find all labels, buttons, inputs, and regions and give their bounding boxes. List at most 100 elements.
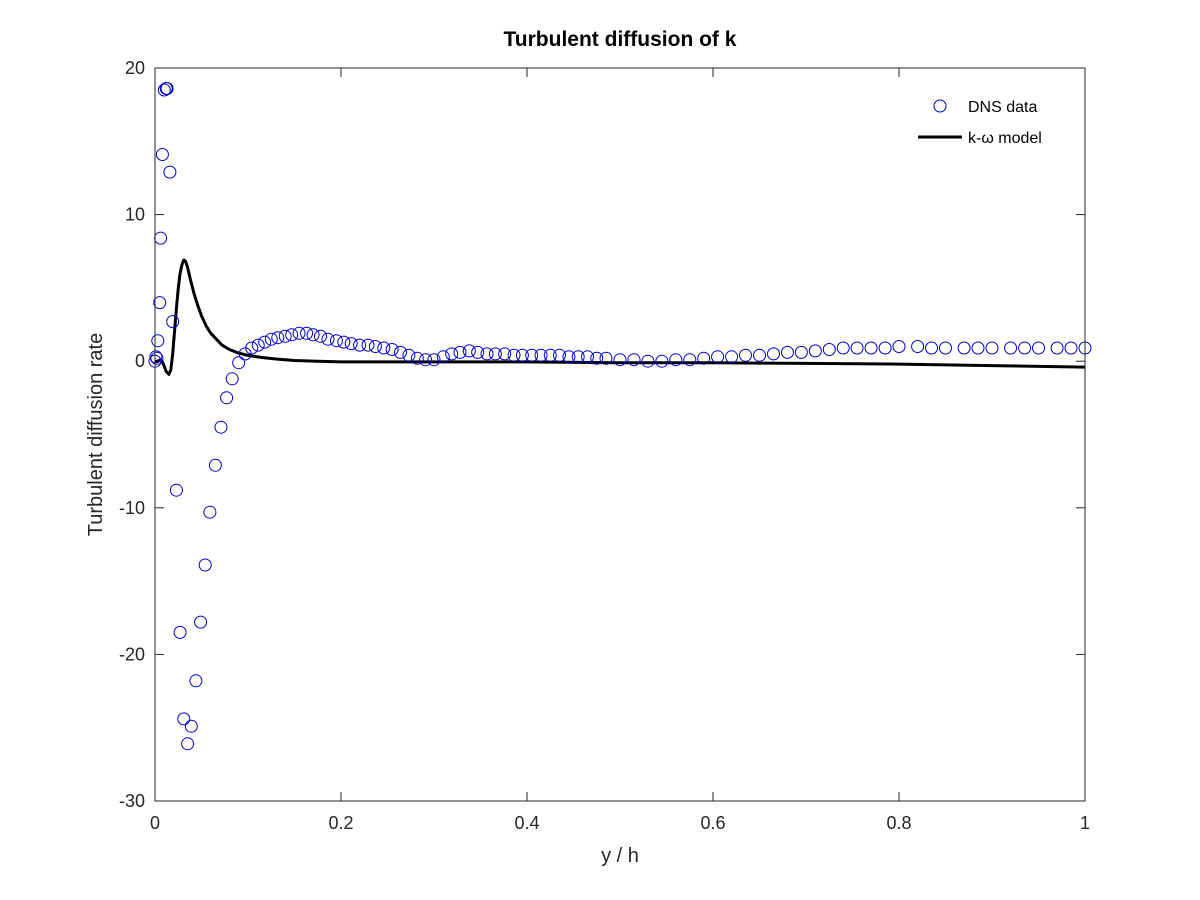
dns-point (590, 351, 604, 365)
dns-point (329, 334, 343, 348)
dns-point (480, 347, 494, 361)
dns-point (822, 343, 836, 356)
plot-frame (154, 67, 1086, 802)
x-tick-label: 0.8 (886, 813, 911, 833)
dns-point (739, 348, 752, 362)
dns-point (278, 329, 292, 343)
dns-point (300, 326, 314, 340)
dns-point (157, 83, 171, 97)
dns-point (534, 348, 548, 362)
legend-dns-label: DNS data (968, 99, 1037, 116)
x-tick-label: 0.6 (700, 813, 725, 833)
dns-point (149, 350, 163, 364)
dns-point (314, 329, 327, 343)
dns-point (214, 420, 228, 434)
dns-point (925, 341, 938, 355)
dns-point (292, 326, 306, 340)
y-tick-label: 20 (125, 58, 145, 78)
legend: DNS data k-ω model (918, 99, 1042, 147)
dns-point (1018, 341, 1032, 355)
legend-dns-marker (933, 99, 947, 113)
dns-markers-layer (148, 82, 1092, 751)
dns-point (271, 331, 285, 345)
dns-point (850, 341, 864, 355)
dns-point (225, 372, 239, 386)
dns-point (985, 341, 999, 355)
dns-point (911, 340, 925, 353)
dns-point (150, 351, 164, 365)
dns-point (402, 348, 416, 362)
x-tick-label: 0.2 (328, 813, 353, 833)
x-tick-label: 1 (1080, 813, 1090, 833)
dns-point (232, 356, 246, 370)
dns-point (410, 351, 424, 365)
dns-point (655, 354, 669, 368)
dns-point (203, 505, 217, 519)
dns-point (151, 334, 165, 348)
dns-point (321, 332, 335, 346)
dns-point (697, 351, 711, 365)
dns-point (711, 350, 725, 364)
x-axis-title: y / h (601, 845, 639, 867)
y-axis-title: Turbulent diffusion rate (85, 333, 107, 536)
dns-point (258, 335, 272, 349)
dns-point (471, 345, 485, 359)
dns-point (808, 344, 822, 358)
dns-point (599, 351, 613, 365)
dns-point (553, 348, 566, 362)
dns-point (194, 615, 208, 629)
dns-point (571, 350, 585, 364)
dns-point (394, 345, 407, 359)
legend-model-label: k-ω model (968, 130, 1042, 147)
dns-point (864, 341, 878, 355)
dns-point (306, 328, 320, 342)
dns-point (385, 343, 399, 356)
dns-point (377, 341, 391, 355)
dns-point (220, 391, 234, 405)
y-tick-label: -10 (119, 498, 145, 518)
dns-point (344, 337, 358, 351)
dns-point (794, 345, 808, 359)
dns-point (189, 674, 203, 688)
dns-point (498, 347, 512, 361)
dns-point (198, 558, 212, 572)
dns-point (419, 353, 433, 367)
dns-point (166, 315, 180, 329)
dns-point (436, 350, 450, 364)
dns-point (181, 737, 195, 751)
chart-title: Turbulent diffusion of k (504, 28, 737, 51)
dns-point (177, 712, 191, 726)
dns-point (562, 350, 576, 364)
dns-point (361, 338, 375, 352)
dns-point (488, 347, 502, 361)
dns-point (245, 341, 259, 355)
dns-point (939, 341, 952, 355)
model-line-layer (155, 258, 1086, 376)
dns-point (368, 340, 382, 353)
dns-point (173, 625, 187, 639)
dns-point (1032, 341, 1045, 355)
dns-point (169, 483, 183, 497)
plot-area (155, 68, 1085, 801)
dns-point (1050, 341, 1064, 355)
dns-point (957, 341, 971, 355)
dns-point (264, 332, 278, 346)
dns-point (581, 350, 594, 364)
dns-point (353, 338, 367, 352)
dns-point (878, 341, 892, 355)
dns-point (767, 347, 780, 361)
dns-point (641, 354, 655, 368)
dns-point (453, 345, 467, 359)
dns-point (462, 344, 476, 358)
dns-point (507, 348, 521, 362)
dns-point (753, 348, 766, 362)
dns-point (669, 353, 683, 367)
x-tick-label: 0 (150, 813, 160, 833)
dns-point (163, 165, 177, 179)
dns-point (543, 348, 557, 362)
dns-point (285, 328, 299, 342)
dns-point (683, 353, 697, 367)
y-tick-label: -20 (119, 644, 145, 664)
dns-point (780, 345, 794, 359)
dns-point (208, 458, 222, 472)
